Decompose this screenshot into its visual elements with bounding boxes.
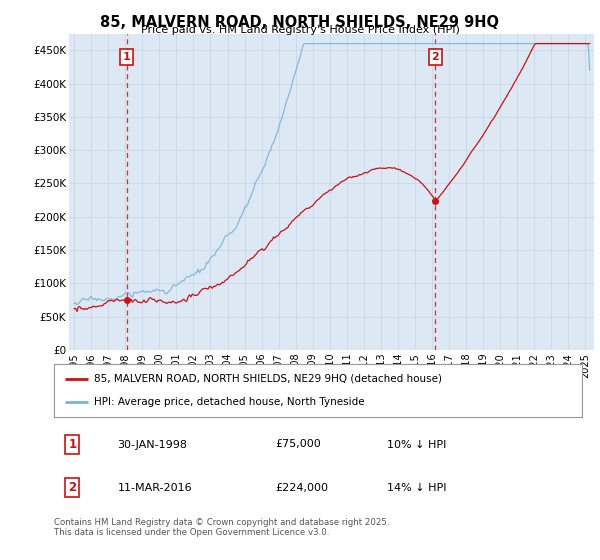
Text: £224,000: £224,000 [276, 483, 329, 493]
Text: 30-JAN-1998: 30-JAN-1998 [118, 440, 187, 450]
Text: 2: 2 [431, 52, 439, 62]
Text: 85, MALVERN ROAD, NORTH SHIELDS, NE29 9HQ: 85, MALVERN ROAD, NORTH SHIELDS, NE29 9H… [101, 15, 499, 30]
Text: Contains HM Land Registry data © Crown copyright and database right 2025.
This d: Contains HM Land Registry data © Crown c… [54, 518, 389, 538]
Text: 1: 1 [68, 438, 77, 451]
Text: 2: 2 [68, 482, 77, 494]
Text: 85, MALVERN ROAD, NORTH SHIELDS, NE29 9HQ (detached house): 85, MALVERN ROAD, NORTH SHIELDS, NE29 9H… [94, 374, 442, 384]
Text: HPI: Average price, detached house, North Tyneside: HPI: Average price, detached house, Nort… [94, 397, 364, 407]
Text: 11-MAR-2016: 11-MAR-2016 [118, 483, 192, 493]
Text: 14% ↓ HPI: 14% ↓ HPI [386, 483, 446, 493]
Text: Price paid vs. HM Land Registry's House Price Index (HPI): Price paid vs. HM Land Registry's House … [140, 25, 460, 35]
Text: £75,000: £75,000 [276, 440, 322, 450]
Text: 1: 1 [123, 52, 130, 62]
Text: 10% ↓ HPI: 10% ↓ HPI [386, 440, 446, 450]
